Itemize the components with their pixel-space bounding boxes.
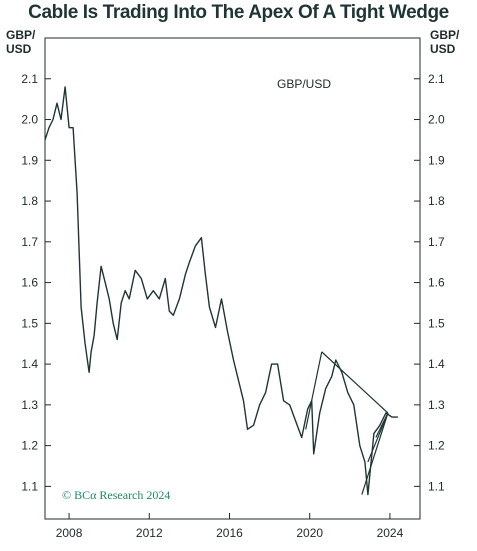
x-tick-label: 2012 (136, 526, 163, 540)
x-tick-label: 2024 (377, 526, 404, 540)
y-tick-label-left: 1.3 (21, 398, 38, 412)
y-axis-unit-right: GBP/ USD (430, 28, 460, 56)
gbpusd-series-line (44, 86, 398, 496)
y-tick-label-left: 1.8 (21, 194, 38, 208)
y-tick-label-right: 1.9 (428, 153, 445, 167)
source-footnote: © BCα Research 2024 (62, 488, 171, 502)
y-tick-label-left: 1.2 (21, 439, 38, 453)
y-tick-label-left: 1.4 (21, 357, 38, 371)
y-tick-label-left: 2.0 (21, 113, 38, 127)
y-tick-label-left: 1.1 (21, 479, 38, 493)
y-tick-label-right: 1.2 (428, 439, 445, 453)
y-tick-label-right: 1.4 (428, 357, 445, 371)
y-tick-label-right: 1.3 (428, 398, 445, 412)
y-tick-label-left: 1.9 (21, 153, 38, 167)
y-tick-label-right: 2.1 (428, 72, 445, 86)
y-tick-label-right: 1.1 (428, 479, 445, 493)
axis-ticks: 1.1 1.1 1.2 1.2 1.3 1.3 1.4 1.4 1.5 1.5 1.6 1.6 1.7 1… (21, 72, 445, 540)
x-tick-label: 2020 (296, 526, 323, 540)
series-label: GBP/USD (277, 77, 331, 91)
x-tick-label: 2008 (56, 526, 83, 540)
wedge-line-lower-left (305, 351, 323, 430)
y-tick-label-right: 2.0 (428, 113, 445, 127)
y-tick-label-left: 1.5 (21, 316, 38, 330)
chart-title: Cable Is Trading Into The Apex Of A Tigh… (28, 2, 449, 23)
y-tick-label-left: 1.6 (21, 276, 38, 290)
y-tick-label-right: 1.8 (428, 194, 445, 208)
x-tick-label: 2016 (216, 526, 243, 540)
y-tick-label-left: 2.1 (21, 72, 38, 86)
y-tick-label-right: 1.7 (428, 235, 445, 249)
series-layer (44, 86, 398, 496)
y-tick-label-right: 1.5 (428, 316, 445, 330)
y-tick-label-right: 1.6 (428, 276, 445, 290)
wedge-line-lower-outer (361, 412, 389, 495)
y-axis-unit-left: GBP/ USD (6, 28, 36, 56)
y-tick-label-left: 1.7 (21, 235, 38, 249)
wedge-pattern (305, 351, 389, 495)
wedge-line-lower-inner2 (375, 412, 389, 438)
plot-frame (44, 37, 421, 520)
wedge-line-upper (321, 351, 389, 414)
